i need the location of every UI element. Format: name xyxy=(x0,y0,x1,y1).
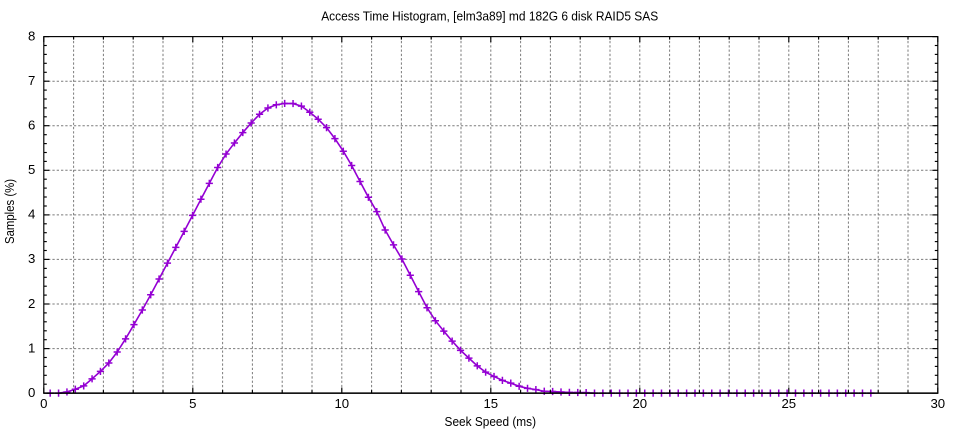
svg-text:30: 30 xyxy=(930,396,945,411)
svg-text:10: 10 xyxy=(334,396,349,411)
svg-text:25: 25 xyxy=(781,396,796,411)
svg-text:5: 5 xyxy=(189,396,196,411)
svg-text:2: 2 xyxy=(28,296,35,311)
svg-text:20: 20 xyxy=(632,396,647,411)
svg-text:8: 8 xyxy=(28,28,35,43)
svg-text:Samples (%): Samples (%) xyxy=(2,179,17,244)
svg-text:5: 5 xyxy=(28,162,35,177)
svg-text:Access Time Histogram, [elm3a8: Access Time Histogram, [elm3a89] md 182G… xyxy=(321,8,658,23)
svg-text:1: 1 xyxy=(28,340,35,355)
svg-text:7: 7 xyxy=(28,73,35,88)
svg-text:4: 4 xyxy=(28,207,35,222)
svg-text:0: 0 xyxy=(28,385,35,400)
svg-text:3: 3 xyxy=(28,251,35,266)
svg-text:Seek Speed (ms): Seek Speed (ms) xyxy=(445,414,537,429)
svg-text:15: 15 xyxy=(483,396,498,411)
svg-text:0: 0 xyxy=(40,396,47,411)
svg-text:6: 6 xyxy=(28,118,35,133)
